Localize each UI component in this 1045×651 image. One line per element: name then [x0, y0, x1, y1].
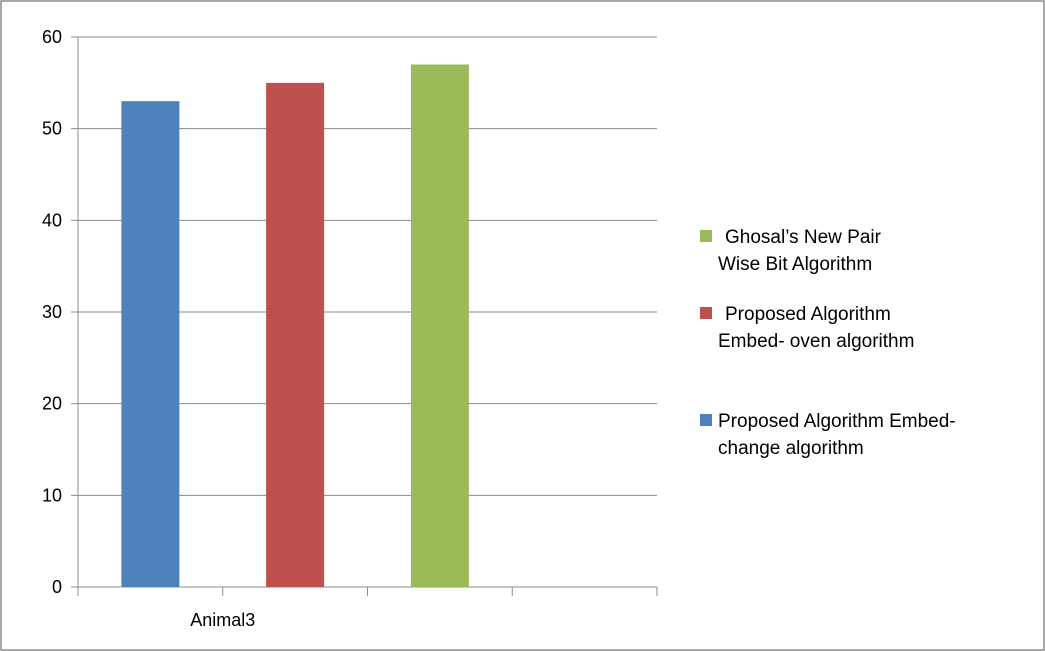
legend-swatch-1	[700, 230, 712, 242]
y-tick-label: 0	[52, 577, 62, 597]
legend-label-line2: Wise Bit Algorithm	[718, 254, 872, 275]
legend: Ghosal’s New Pair Wise Bit Algorithm Propo…	[700, 227, 956, 459]
legend-label-line2: Embed- oven algorithm	[718, 331, 914, 352]
y-tick-label: 60	[42, 27, 62, 47]
y-tick-label: 40	[42, 210, 62, 230]
legend-swatch-2	[700, 307, 712, 319]
legend-label-line2: change algorithm	[718, 438, 864, 459]
y-tick-label: 10	[42, 485, 62, 505]
y-tick-label: 30	[42, 302, 62, 322]
y-tick-label: 20	[42, 394, 62, 414]
legend-label-line1: Proposed Algorithm	[725, 304, 891, 325]
bar-2	[266, 82, 325, 587]
legend-swatch-3	[700, 414, 712, 426]
bar-1	[121, 101, 180, 588]
x-category-label: Animal3	[190, 610, 255, 630]
bar-3	[410, 64, 469, 587]
y-tick-label: 50	[42, 119, 62, 139]
axis-labels: 0 10 20 30 40 50 60 Animal3	[42, 27, 255, 630]
legend-label-line1: Ghosal’s New Pair	[725, 227, 882, 248]
legend-label-line1: Proposed Algorithm Embed-	[718, 411, 956, 432]
bars	[121, 64, 469, 588]
